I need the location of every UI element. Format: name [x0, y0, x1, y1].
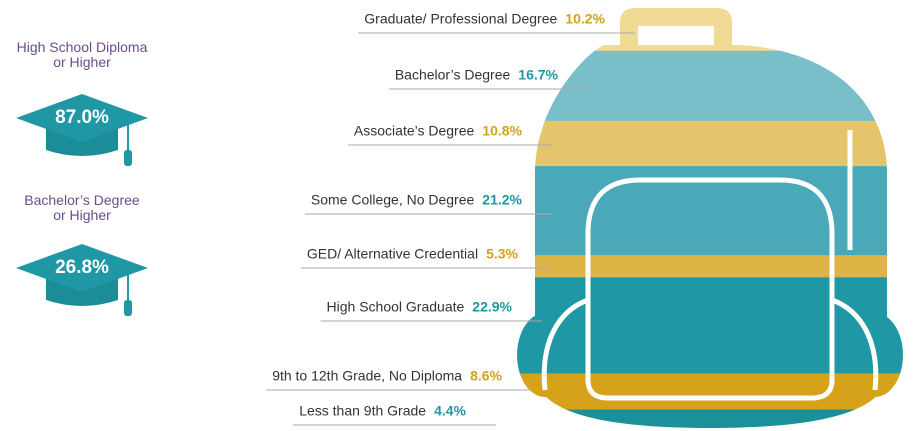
band: [500, 255, 920, 278]
category-label: Bachelor’s Degree: [395, 67, 511, 83]
category-label: Graduate/ Professional Degree: [364, 11, 557, 27]
value-label: 5.3%: [486, 246, 518, 262]
highlight-value: 26.8%: [55, 257, 109, 278]
category-label: 9th to 12th Grade, No Diploma: [272, 368, 462, 384]
band: [500, 8, 920, 51]
value-label: 22.9%: [472, 299, 512, 315]
category-label: GED/ Alternative Credential: [307, 246, 478, 262]
highlight-value: 87.0%: [55, 107, 109, 128]
band: [500, 410, 920, 429]
band: [500, 121, 920, 167]
category-label: Associate’s Degree: [354, 123, 475, 139]
value-label: 4.4%: [434, 403, 466, 419]
band: [500, 277, 920, 374]
backpack: [500, 8, 920, 429]
value-label: 16.7%: [518, 67, 558, 83]
band: [500, 373, 920, 410]
band: [500, 51, 920, 122]
value-label: 8.6%: [470, 368, 502, 384]
category-label: Some College, No Degree: [311, 192, 475, 208]
category-label: High School Graduate: [327, 299, 465, 315]
infographic: High School Diplomaor Higher 87.0% Bache…: [0, 0, 922, 431]
category-label: Less than 9th Grade: [299, 403, 426, 419]
value-label: 10.2%: [565, 11, 605, 27]
value-label: 21.2%: [482, 192, 522, 208]
value-label: 10.8%: [482, 123, 522, 139]
